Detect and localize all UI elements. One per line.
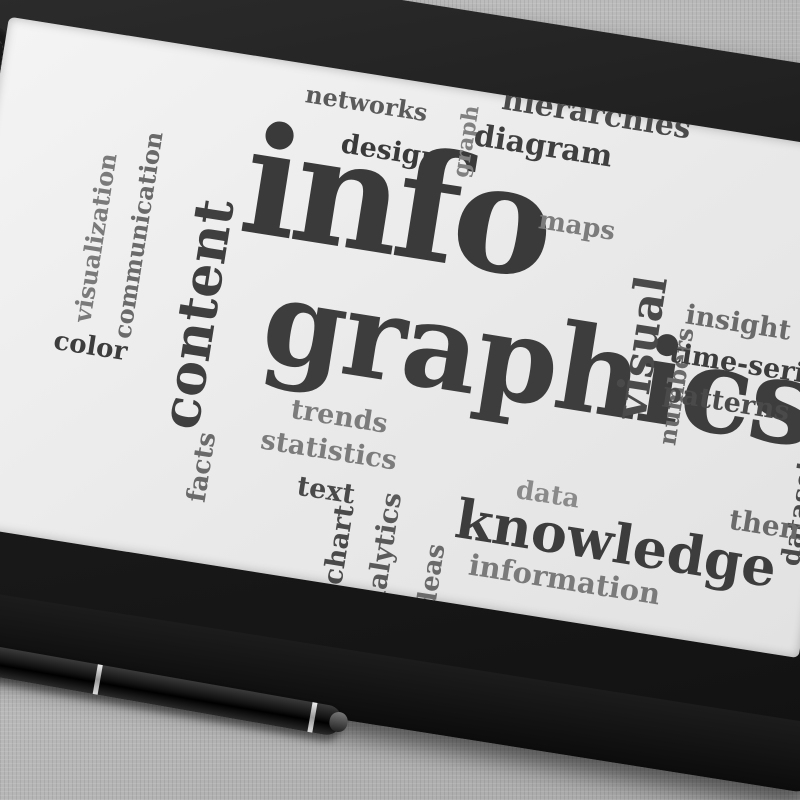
word-analytics: analytics — [356, 490, 409, 629]
word-facts: facts — [181, 430, 223, 505]
word-text: text — [294, 470, 358, 511]
tablet-screen: info graphics knowledge content visual n… — [0, 16, 800, 659]
word-ideas: ideas — [410, 541, 452, 622]
word-chart: chart — [317, 502, 361, 587]
word-content: content — [147, 194, 247, 434]
word-maps: maps — [536, 205, 618, 247]
